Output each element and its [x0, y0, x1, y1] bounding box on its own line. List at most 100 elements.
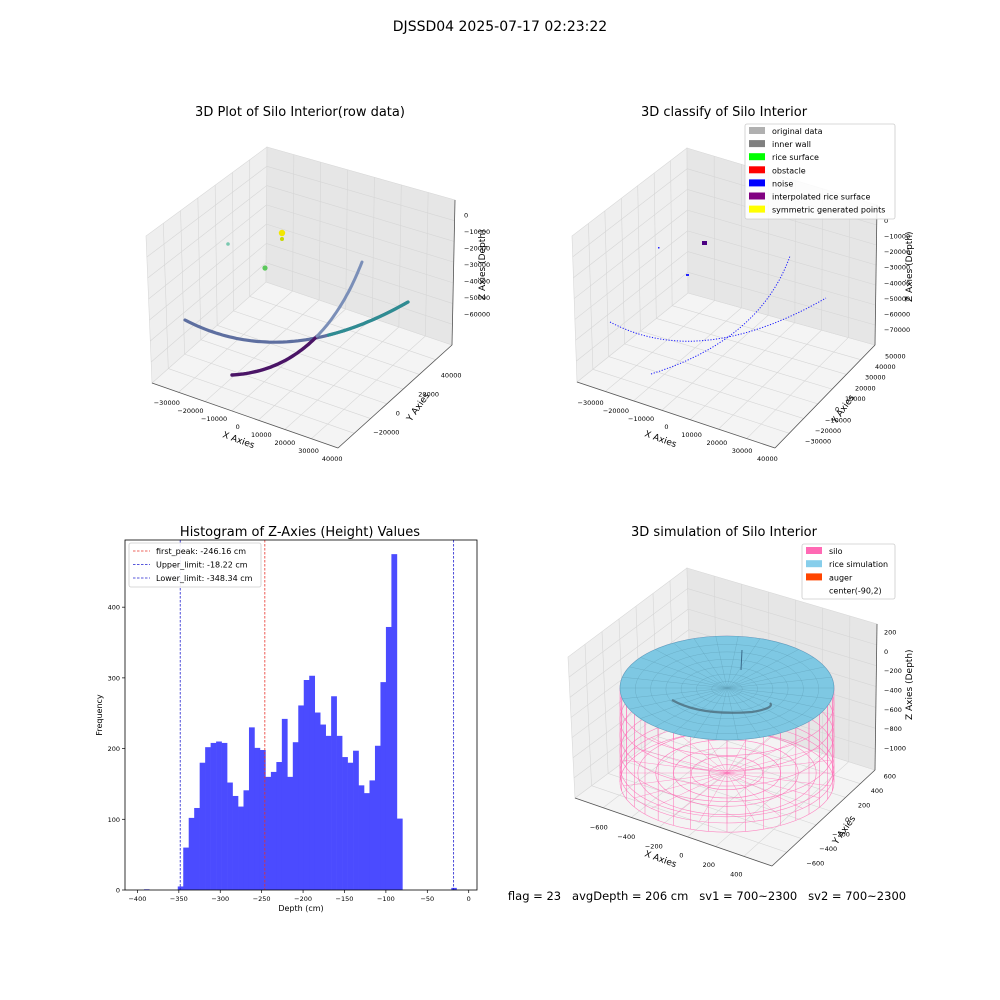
classified-grid-line	[592, 369, 790, 434]
classified-x-tick-label: −20000	[603, 407, 629, 415]
rice-surface-mesh	[715, 636, 728, 689]
classified-grid-line	[576, 272, 689, 362]
histogram-bar	[396, 818, 403, 890]
classified-x-tick-label: 0	[664, 423, 668, 431]
simulation-z-tick-label: −600	[884, 706, 902, 714]
classified-grid-line	[687, 251, 876, 306]
simulation-y-tick-label: 0	[845, 816, 849, 824]
histogram-bar	[303, 680, 310, 890]
histogram-bar	[320, 724, 326, 890]
histogram-bar	[325, 735, 332, 890]
classified-z-tick-label: −60000	[884, 311, 910, 319]
rice-surface-mesh	[726, 636, 739, 689]
silo-mesh-line	[726, 747, 820, 774]
simulation-legend-label: center(-90,2)	[829, 587, 882, 596]
histogram-x-tick-label: −350	[170, 895, 188, 903]
classified-grid-line	[661, 315, 769, 411]
rice-surface-mesh	[715, 687, 728, 740]
classified-z-tick-label: −10000	[884, 232, 910, 240]
classified-z-tick-label: −50000	[884, 295, 910, 303]
raw-data-grid-line	[311, 335, 426, 439]
classified-grid-line	[637, 185, 641, 332]
classified-grid-line	[653, 173, 657, 319]
histogram-bar	[270, 771, 277, 890]
simulation-z-tick-label: 200	[884, 629, 896, 637]
histogram-bar	[227, 782, 233, 890]
figure-suptitle: DJSSD04 2025-07-17 02:23:22	[393, 19, 607, 35]
histogram-bar	[177, 886, 184, 890]
classified-y-axis-line	[774, 344, 876, 449]
histogram-y-tick-label: 100	[108, 816, 120, 824]
raw-data-point-cloud	[183, 229, 410, 377]
simulation-x-tick-label: 0	[679, 852, 683, 860]
classified-grid-line	[687, 209, 877, 266]
histogram-bar	[281, 718, 288, 890]
classified-z-tick-label: −20000	[884, 248, 910, 256]
simulation-grid-line	[584, 644, 592, 786]
raw-data-y-ticks: −20000 0 20000 40000	[373, 372, 461, 437]
raw-data-grid-line	[233, 310, 420, 375]
raw-data-z-tick-label: −30000	[464, 261, 490, 269]
simulation-z-tick-label: −1000	[884, 744, 906, 752]
histogram-bars	[144, 554, 457, 890]
histogram-bar	[232, 795, 239, 890]
classified-legend-frame	[744, 123, 896, 220]
raw-data-grid-line	[345, 169, 348, 310]
rice-surface-mesh	[726, 666, 825, 689]
histogram-x-tick-label: −100	[377, 895, 395, 903]
rice-surface-mesh	[622, 687, 728, 700]
raw-data-grid-line	[425, 192, 429, 337]
histogram-y-tick-label: 400	[108, 604, 120, 612]
raw-data-x-tick-label: 40000	[322, 455, 343, 463]
raw-data-grid-line	[266, 204, 454, 263]
raw-data-z-tick-label: 0	[464, 211, 468, 219]
simulation-legend-frame	[801, 543, 896, 600]
histogram-bar	[336, 735, 343, 890]
raw-data-x-tick-label: 30000	[298, 447, 319, 455]
raw-data-3d-panel: 3D Plot of Silo Interior(row data) −3000…	[145, 105, 490, 463]
silo-mesh-line	[726, 772, 820, 799]
classified-z-tick-label: −30000	[884, 264, 910, 272]
raw-data-grid-line	[266, 243, 453, 304]
rice-surface-mesh	[726, 676, 832, 689]
silo-mesh-line	[726, 759, 831, 774]
classified-grid-line	[687, 271, 876, 326]
histogram-bar	[221, 742, 228, 890]
raw-data-z-axis-label: Z Axies (Depth)	[478, 229, 488, 300]
simulation-grid-line	[601, 631, 609, 774]
simulation-legend-swatch	[806, 573, 822, 581]
raw-data-x-tick-label: 10000	[251, 431, 272, 439]
classified-legend-swatch	[749, 192, 765, 200]
rice-surface-mesh	[696, 673, 758, 705]
classified-grid-line	[633, 307, 742, 402]
classified-y-tick-label: −20000	[815, 427, 841, 435]
simulation-x-tick-label: −200	[645, 842, 663, 850]
simulation-z-tick-label: −400	[884, 687, 902, 695]
raw-data-grid-line	[398, 184, 402, 328]
raw-data-grid-line	[318, 162, 322, 301]
classified-grid-line	[670, 160, 673, 306]
raw-data-arc-lower-light	[315, 260, 364, 338]
histogram-bar	[298, 705, 305, 890]
histogram-bar	[238, 806, 244, 890]
raw-data-green-point	[262, 265, 268, 271]
simulation-y-tick-label: 200	[858, 801, 870, 809]
raw-data-x-tick-label: −30000	[154, 399, 180, 407]
classified-y-tick-label: 0	[835, 406, 839, 414]
raw-data-grid-line	[371, 177, 375, 319]
raw-data-y-tick-label: 0	[396, 410, 400, 418]
histogram-bar	[259, 750, 266, 890]
classified-legend: original data inner wall rice surface obsta…	[744, 123, 896, 220]
histogram-bar	[309, 675, 316, 890]
simulation-y-tick-label: 600	[884, 772, 896, 780]
silo-mesh-line	[623, 772, 728, 787]
simulation-3d-panel: 3D simulation of Silo Interior −600−400−…	[567, 525, 915, 878]
classified-legend-label: symmetric generated points	[772, 206, 885, 215]
raw-data-grid-line	[200, 339, 387, 405]
raw-data-z-tick-label: −60000	[464, 311, 490, 319]
simulation-grid-line	[657, 736, 846, 798]
classified-x-tick-label: −10000	[628, 415, 654, 423]
histogram-x-axis-label: Depth (cm)	[278, 904, 323, 913]
rice-surface-mesh	[655, 649, 728, 689]
